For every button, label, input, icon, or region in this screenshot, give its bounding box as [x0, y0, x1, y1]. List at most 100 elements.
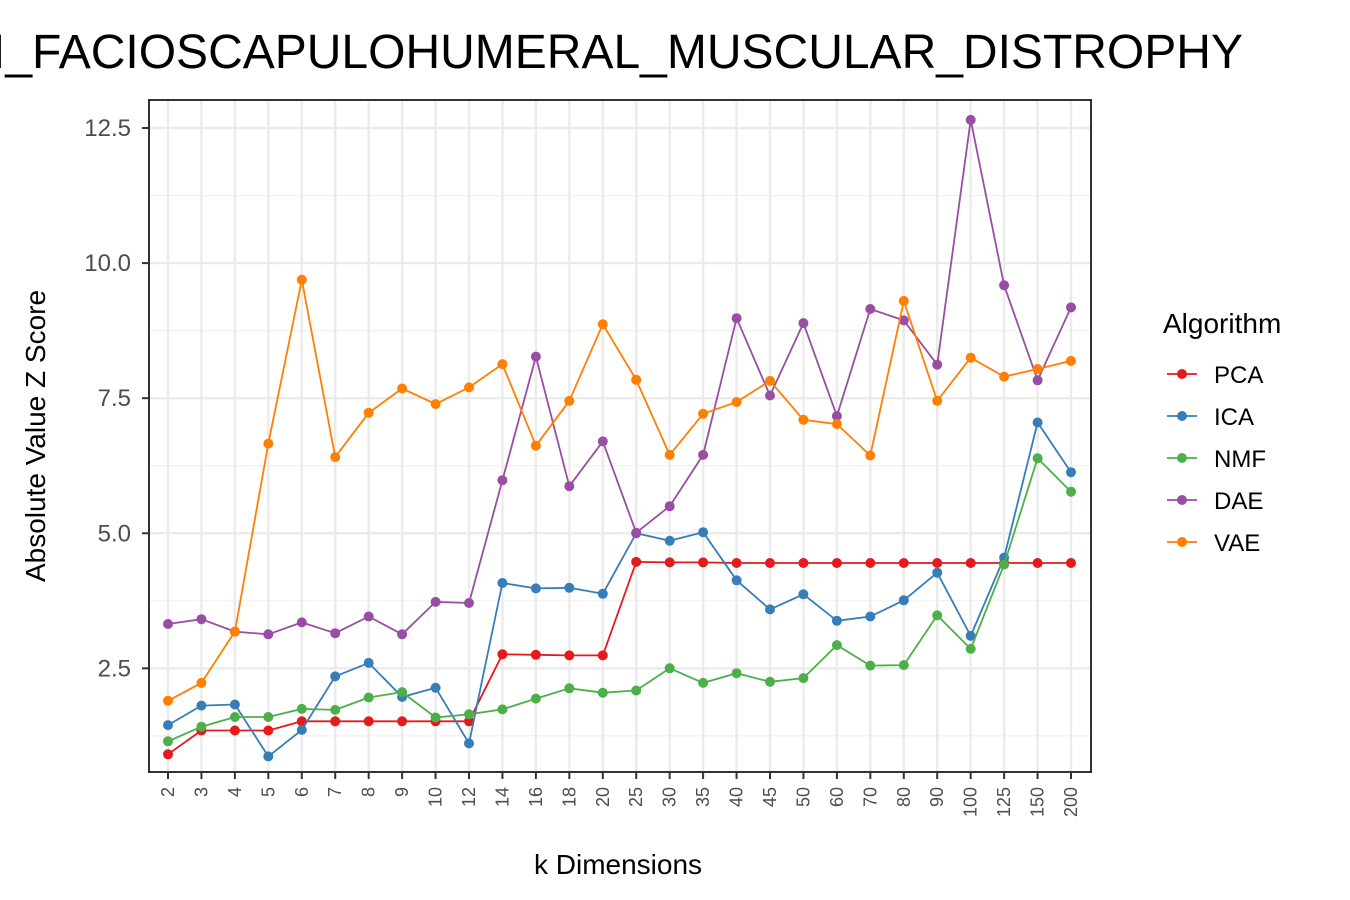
nmf-point-k25 — [631, 685, 642, 696]
x-tick-label-4: 4 — [225, 787, 245, 797]
nmf-point-k150 — [1032, 453, 1043, 464]
pca-point-k35 — [698, 557, 709, 568]
nmf-point-k35 — [698, 677, 709, 688]
legend-item-ica: ICA — [1167, 404, 1254, 431]
y-tick-label: 2.5 — [98, 655, 131, 682]
pca-point-k5 — [263, 725, 274, 736]
vae-point-k90 — [932, 395, 943, 406]
legend-items: PCA ICA NMF DAE VAE — [1167, 362, 1266, 557]
vae-point-k8 — [363, 407, 374, 418]
x-tick-label-125: 125 — [994, 787, 1014, 817]
dae-point-k7 — [330, 628, 341, 639]
ica-point-k2 — [163, 720, 173, 731]
ica-point-k14 — [497, 578, 508, 588]
dae-point-k16 — [530, 351, 541, 362]
nmf-point-k90 — [932, 610, 943, 621]
pca-point-k45 — [765, 558, 775, 568]
series-vae — [163, 274, 1076, 706]
y-tick-label: 10.0 — [84, 250, 131, 277]
nmf-point-k6 — [296, 703, 307, 714]
x-tick-label-9: 9 — [392, 787, 412, 797]
dae-point-k2 — [163, 619, 173, 629]
pca-point-k50 — [798, 558, 809, 568]
legend-swatch-point — [1177, 453, 1187, 463]
x-tick-label-150: 150 — [1028, 787, 1048, 817]
legend-swatch-point — [1177, 411, 1187, 421]
y-tick-label: 7.5 — [98, 385, 131, 412]
dae-point-k90 — [932, 359, 943, 370]
pca-point-k60 — [831, 558, 842, 568]
vae-point-k2 — [163, 695, 173, 706]
y-tick-label: 12.5 — [84, 115, 131, 142]
ica-point-k5 — [263, 751, 274, 762]
legend-swatch-point — [1177, 369, 1187, 379]
vae-point-k5 — [263, 438, 274, 449]
nmf-point-k100 — [965, 643, 976, 654]
series-pca — [163, 556, 1076, 760]
vae-point-k3 — [196, 677, 207, 688]
pca-point-k14 — [497, 649, 508, 660]
x-axis-title: k Dimensions — [534, 849, 702, 880]
legend-swatch-point — [1177, 537, 1187, 547]
dae-point-k9 — [397, 629, 408, 640]
pca-point-k100 — [965, 558, 976, 568]
axes: 2.55.07.510.012.52 3 4 5 6 7 8 9 10 12 14 16 18 20 25 3… — [84, 115, 1081, 817]
vae-point-k80 — [898, 295, 909, 306]
nmf-point-k4 — [229, 712, 240, 722]
vae-line — [167, 278, 1072, 702]
x-tick-label-50: 50 — [793, 787, 813, 807]
pca-point-k70 — [865, 558, 876, 568]
ica-line — [167, 421, 1072, 758]
dae-point-k100 — [965, 114, 976, 125]
grid — [150, 101, 1090, 771]
vae-point-k9 — [397, 383, 408, 394]
dae-point-k70 — [865, 304, 876, 314]
vae-point-k25 — [631, 374, 642, 385]
legend-label-dae: DAE — [1214, 488, 1263, 515]
x-tick-label-12: 12 — [459, 787, 479, 807]
nmf-point-k80 — [898, 660, 909, 671]
nmf-point-k40 — [731, 668, 742, 679]
dae-point-k150 — [1032, 375, 1043, 386]
nmf-point-k70 — [865, 660, 876, 671]
nmf-point-k20 — [597, 687, 608, 698]
vae-point-k7 — [330, 452, 341, 463]
ica-point-k100 — [965, 630, 976, 641]
y-tick-label: 5.0 — [98, 520, 131, 547]
nmf-point-k9 — [397, 687, 408, 698]
x-tick-label-60: 60 — [827, 787, 847, 807]
ica-point-k70 — [865, 611, 876, 622]
pca-point-k25 — [631, 556, 642, 567]
vae-point-k150 — [1032, 364, 1043, 374]
vae-point-k20 — [597, 319, 608, 330]
ica-point-k90 — [932, 567, 943, 578]
dae-point-k80 — [898, 315, 909, 326]
vae-point-k4 — [229, 626, 240, 637]
dae-point-k20 — [597, 436, 608, 447]
x-tick-label-25: 25 — [626, 787, 646, 807]
vae-point-k30 — [664, 449, 675, 460]
dae-point-k125 — [999, 280, 1010, 291]
nmf-point-k16 — [530, 693, 541, 704]
ica-point-k50 — [798, 589, 809, 600]
x-tick-label-80: 80 — [894, 787, 914, 807]
series-lines — [163, 114, 1076, 762]
legend-item-nmf: NMF — [1167, 446, 1266, 473]
vae-point-k125 — [999, 371, 1010, 382]
legend-title: Algorithm — [1163, 308, 1281, 339]
nmf-line — [167, 457, 1072, 743]
x-tick-label-7: 7 — [325, 787, 345, 797]
pca-point-k2 — [163, 749, 173, 760]
ica-point-k8 — [363, 657, 374, 668]
x-tick-label-16: 16 — [526, 787, 546, 807]
y-axis-title: Absolute Value Z Score — [20, 290, 51, 582]
x-tick-label-35: 35 — [693, 787, 713, 807]
x-tick-label-70: 70 — [860, 787, 880, 807]
dae-point-k35 — [698, 449, 709, 460]
x-tick-label-5: 5 — [258, 787, 278, 797]
pca-point-k200 — [1066, 558, 1076, 568]
dae-point-k3 — [196, 614, 207, 625]
legend-item-dae: DAE — [1167, 488, 1263, 515]
ica-point-k12 — [464, 738, 474, 749]
